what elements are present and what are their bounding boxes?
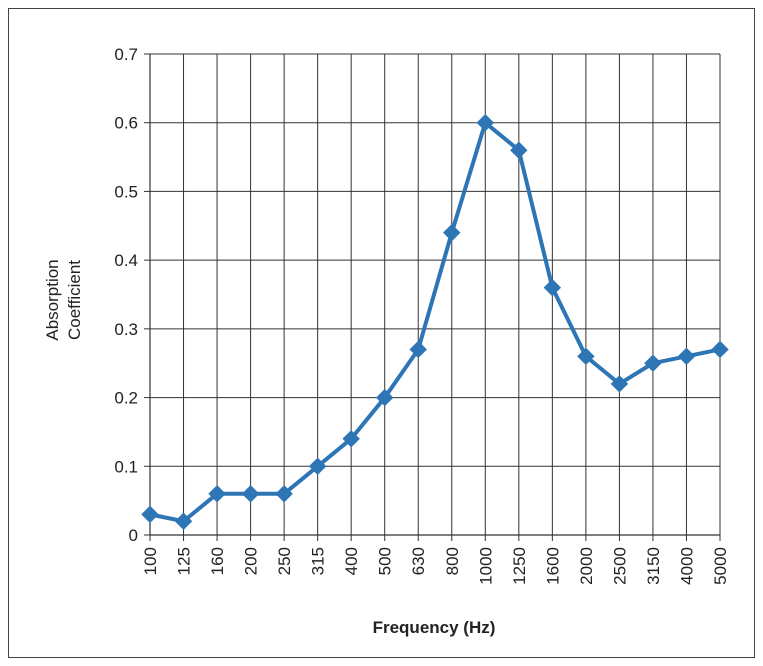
x-tick-label: 800 [443, 547, 462, 575]
data-point [174, 512, 193, 530]
data-point [510, 141, 528, 159]
x-tick-label: 1600 [543, 547, 562, 585]
data-point [476, 114, 495, 132]
x-tick-label: 500 [376, 547, 395, 575]
x-tick-label: 400 [342, 547, 361, 575]
y-tick-label: 0.3 [114, 320, 138, 339]
x-tick-label: 160 [208, 547, 227, 575]
data-point [308, 457, 327, 475]
y-tick-label: 0.4 [114, 251, 138, 270]
x-tick-label: 2500 [610, 547, 629, 585]
chart-frame [8, 8, 755, 658]
y-tick-labels: 0 0.1 0.2 0.3 0.4 0.5 0.6 0.7 [114, 45, 138, 545]
x-tick-label: 1000 [476, 547, 495, 585]
y-axis-label: Absorption Coefficient [43, 259, 84, 340]
x-tick-label: 2000 [577, 547, 596, 585]
y-tick-label: 0.5 [114, 182, 138, 201]
data-point [141, 505, 159, 524]
data-point [610, 375, 629, 393]
x-tick-label: 630 [409, 547, 428, 575]
y-tick-label: 0.2 [114, 389, 138, 408]
data-point [443, 223, 461, 242]
data-point [577, 347, 595, 366]
data-point [275, 485, 293, 503]
data-point [677, 347, 696, 366]
data-point [375, 388, 394, 407]
y-tick-label: 0 [129, 526, 138, 545]
y-axis-label-line-2: Coefficient [65, 260, 84, 340]
y-tick-label: 0.7 [114, 45, 138, 64]
x-tick-labels: 100 125 160 200 250 315 400 500 630 800 1000 1250 16… [141, 547, 730, 585]
data-point [644, 354, 662, 372]
data-point [543, 278, 562, 297]
data-point [241, 485, 260, 503]
data-point [342, 430, 360, 448]
y-tick-label: 0.1 [114, 457, 138, 476]
x-tick-label: 315 [309, 547, 328, 575]
x-tick-label: 4000 [677, 547, 696, 585]
y-axis-label-line-1: Absorption [43, 259, 62, 340]
x-tick-label: 125 [175, 547, 194, 575]
x-tick-label: 200 [242, 547, 261, 575]
x-tick-label: 100 [141, 547, 160, 575]
x-tick-label: 1250 [510, 547, 529, 585]
data-point [409, 340, 427, 359]
data-point [711, 340, 729, 359]
x-tick-label: 3150 [644, 547, 663, 585]
x-tick-label: 5000 [711, 547, 730, 585]
series-line [148, 120, 722, 524]
data-line [148, 120, 722, 524]
series-markers [141, 114, 729, 530]
data-point [208, 485, 226, 503]
x-tick-label: 250 [275, 547, 294, 575]
y-tick-label: 0.6 [114, 114, 138, 133]
x-axis-label: Frequency (Hz) [373, 618, 496, 637]
